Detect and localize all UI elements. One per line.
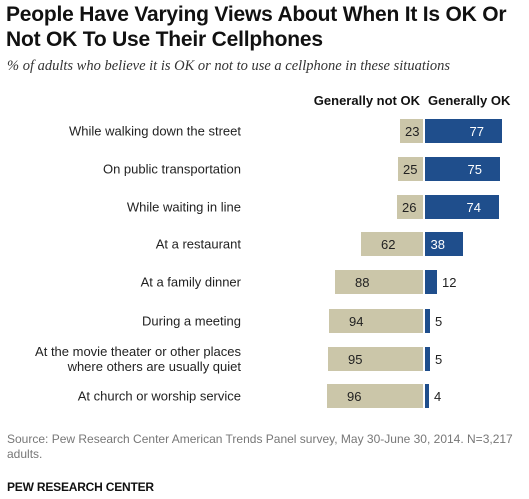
bar-not-ok <box>328 347 423 371</box>
bar-not-ok <box>335 270 423 294</box>
bar-ok <box>425 309 430 333</box>
bar-not-ok <box>361 232 423 256</box>
bar-ok <box>425 384 429 408</box>
category-label: While waiting in line <box>127 200 241 215</box>
value-label-ok: 5 <box>435 314 442 329</box>
category-label: On public transportation <box>103 162 241 177</box>
value-label-not-ok: 95 <box>348 352 362 367</box>
bar-ok <box>425 119 502 143</box>
value-label-not-ok: 94 <box>349 314 363 329</box>
diverging-bar-chart: Generally not OK Generally OK While walkin… <box>35 93 511 408</box>
organization-label: PEW RESEARCH CENTER <box>7 480 154 494</box>
category-label: During a meeting <box>142 314 241 329</box>
bar-not-ok <box>327 384 423 408</box>
legend-label-not-ok: Generally not OK <box>314 93 421 108</box>
category-label: At a restaurant <box>156 237 242 252</box>
bar-not-ok <box>398 157 423 181</box>
value-label-not-ok: 62 <box>381 237 395 252</box>
category-label: While walking down the street <box>69 124 241 139</box>
bar-ok <box>425 157 500 181</box>
value-label-ok: 77 <box>470 124 484 139</box>
bar-not-ok <box>329 309 423 333</box>
bar-ok <box>425 195 499 219</box>
bar-ok <box>425 232 463 256</box>
value-label-not-ok: 26 <box>402 200 416 215</box>
source-note: Source: Pew Research Center American Tre… <box>7 432 513 461</box>
chart-title: People Have Varying Views About When It … <box>6 3 507 51</box>
value-label-ok: 5 <box>435 352 442 367</box>
value-label-ok: 75 <box>468 162 482 177</box>
value-label-ok: 4 <box>434 389 441 404</box>
value-label-not-ok: 23 <box>405 124 419 139</box>
chart-subtitle: % of adults who believe it is OK or not … <box>7 58 451 74</box>
value-label-ok: 38 <box>431 237 445 252</box>
category-label: At church or worship service <box>78 389 241 404</box>
legend-label-ok: Generally OK <box>428 93 511 108</box>
bar-not-ok <box>400 119 423 143</box>
bar-ok <box>425 347 430 371</box>
bar-ok <box>425 270 437 294</box>
value-label-not-ok: 25 <box>403 162 417 177</box>
value-label-ok: 74 <box>467 200 481 215</box>
bar-not-ok <box>397 195 423 219</box>
value-label-ok: 12 <box>442 275 456 290</box>
value-label-not-ok: 88 <box>355 275 369 290</box>
value-label-not-ok: 96 <box>347 389 361 404</box>
category-label: At a family dinner <box>141 275 242 290</box>
category-label: At the movie theater or other places wher… <box>35 344 241 374</box>
